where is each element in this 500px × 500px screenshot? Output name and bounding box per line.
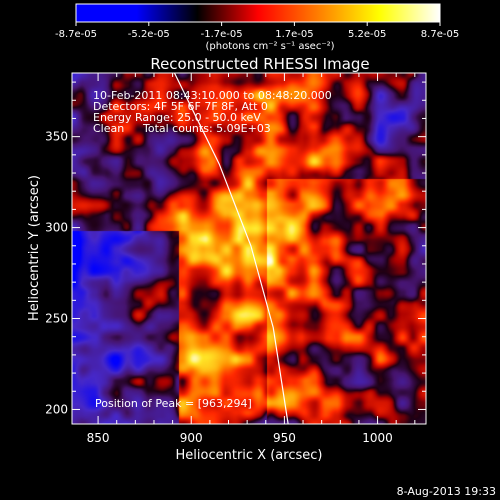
solar-limb-curve xyxy=(173,73,289,424)
chart-title: Reconstructed RHESSI Image xyxy=(150,55,369,73)
x-axis-label: Heliocentric X (arcsec) xyxy=(176,448,323,463)
annotation-energy-range: Energy Range: 25.0 - 50.0 keV xyxy=(93,111,261,124)
y-tick-label: 300 xyxy=(45,221,68,235)
plot-frame xyxy=(71,72,427,425)
x-tick-label: 1000 xyxy=(362,431,393,445)
annotation-block: 10-Feb-2011 08:43:10.000 to 08:48:20.000… xyxy=(93,89,332,135)
peak-position-label: Position of Peak = [963,294] xyxy=(95,397,252,410)
annotation-time-range: 10-Feb-2011 08:43:10.000 to 08:48:20.000 xyxy=(93,89,332,102)
colorbar-tick-label: -1.7e-05 xyxy=(201,29,243,40)
x-tick-labels: 850 900 950 1000 xyxy=(87,431,393,445)
y-tick-label: 350 xyxy=(45,130,68,144)
y-tick-label: 250 xyxy=(45,312,68,326)
colorbar-tick-label: 5.2e-05 xyxy=(348,29,386,40)
footer-date: 8-Aug-2013 19:33 xyxy=(397,485,496,498)
colorbar-tick-label: 1.7e-05 xyxy=(275,29,313,40)
x-tick-label: 900 xyxy=(180,431,203,445)
annotation-detectors: Detectors: 4F 5F 6F 7F 8F, Att 0 xyxy=(93,100,268,113)
colorbar-tick-labels: -8.7e-05 -5.2e-05 -1.7e-05 1.7e-05 5.2e-05 8.… xyxy=(55,29,459,40)
colorbar-tick-label: -8.7e-05 xyxy=(55,29,97,40)
annotation-total-counts: Total counts: 5.09E+03 xyxy=(142,122,271,135)
colorbar-ticks xyxy=(75,22,441,26)
y-tick-labels: 200 250 300 350 xyxy=(45,130,68,417)
x-tick-label: 850 xyxy=(87,431,110,445)
colorbar-unit-label: (photons cm⁻² s⁻¹ asec⁻²) xyxy=(205,41,334,52)
y-tick-label: 200 xyxy=(45,402,68,416)
colorbar-tick-label: 8.7e-05 xyxy=(421,29,459,40)
colorbar-tick-label: -5.2e-05 xyxy=(128,29,170,40)
colorbar xyxy=(75,3,441,23)
annotation-method: Clean xyxy=(93,122,124,135)
axis-ticks xyxy=(72,73,426,424)
x-tick-label: 950 xyxy=(273,431,296,445)
y-axis-label: Heliocentric Y (arcsec) xyxy=(27,175,42,321)
heatmap-canvas xyxy=(72,73,426,424)
heatmap-image xyxy=(72,73,426,424)
